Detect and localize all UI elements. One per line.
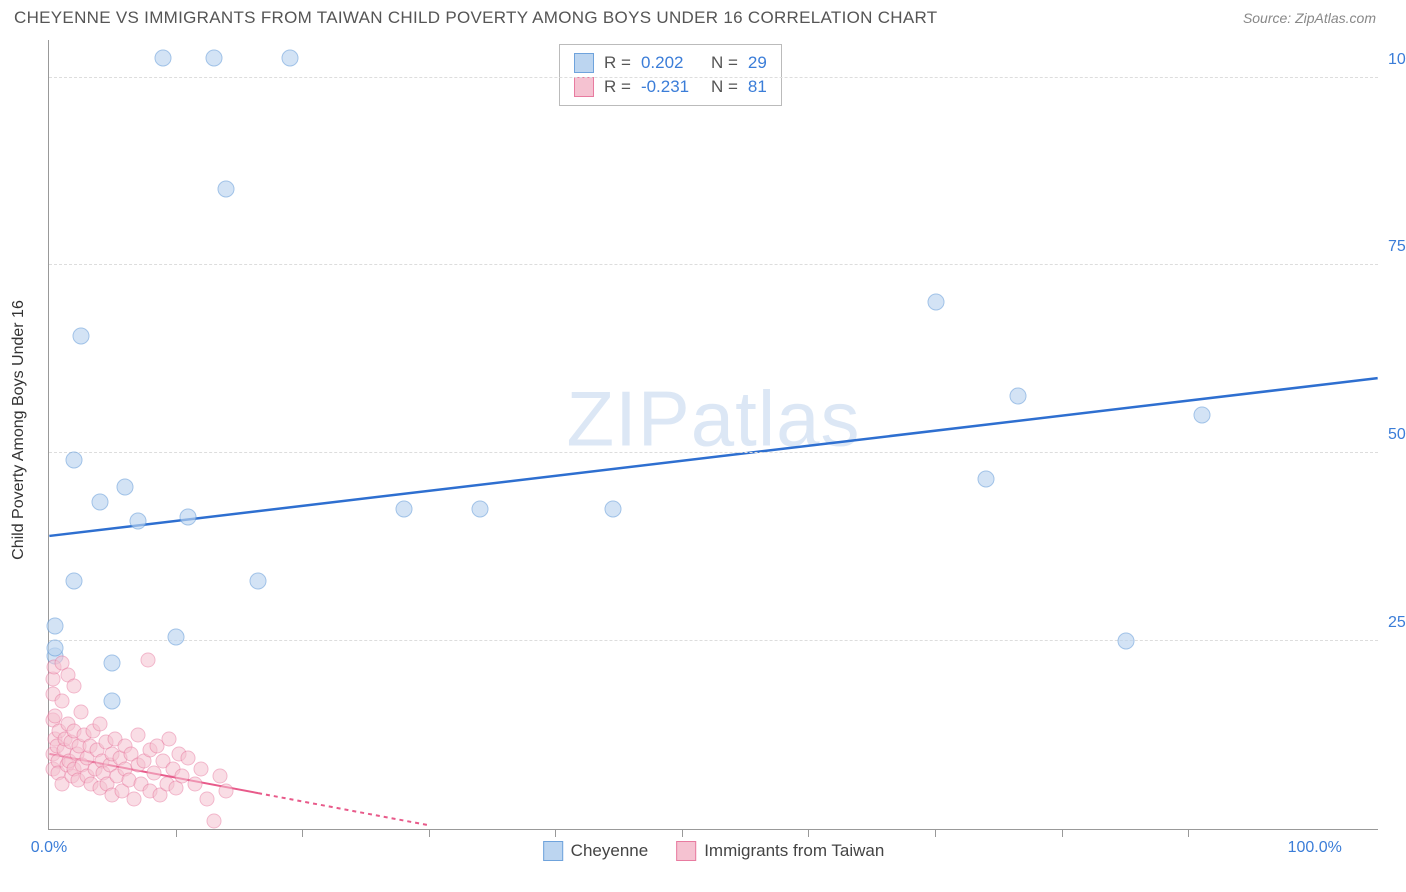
- chart-source: Source: ZipAtlas.com: [1243, 10, 1376, 26]
- legend-swatch: [543, 841, 563, 861]
- data-point: [129, 512, 146, 529]
- legend-label: Immigrants from Taiwan: [704, 841, 884, 861]
- legend-row: R = 0.202 N = 29: [574, 51, 767, 75]
- data-point: [117, 478, 134, 495]
- x-tick-minor: [1062, 829, 1063, 837]
- data-point: [66, 452, 83, 469]
- data-point: [162, 731, 177, 746]
- n-label: N =: [711, 53, 738, 73]
- chart-title: CHEYENNE VS IMMIGRANTS FROM TAIWAN CHILD…: [14, 8, 937, 28]
- data-point: [167, 629, 184, 646]
- data-point: [471, 501, 488, 518]
- r-label: R =: [604, 77, 631, 97]
- x-tick-minor: [429, 829, 430, 837]
- legend-swatch: [574, 53, 594, 73]
- x-tick-minor: [935, 829, 936, 837]
- data-point: [47, 640, 64, 657]
- r-label: R =: [604, 53, 631, 73]
- data-point: [206, 814, 221, 829]
- y-tick-label: 75.0%: [1388, 238, 1406, 256]
- legend-label: Cheyenne: [571, 841, 649, 861]
- legend-swatch: [676, 841, 696, 861]
- legend-row: R = -0.231 N = 81: [574, 75, 767, 99]
- data-point: [1193, 407, 1210, 424]
- data-point: [67, 679, 82, 694]
- data-point: [92, 716, 107, 731]
- data-point: [978, 471, 995, 488]
- data-point: [213, 769, 228, 784]
- data-point: [140, 652, 155, 667]
- x-tick-label: 0.0%: [31, 839, 67, 857]
- gridline-h: [49, 452, 1378, 453]
- data-point: [194, 761, 209, 776]
- watermark-text: ZIPatlas: [566, 373, 860, 464]
- data-point: [200, 791, 215, 806]
- data-point: [180, 508, 197, 525]
- gridline-h: [49, 77, 1378, 78]
- data-point: [218, 181, 235, 198]
- n-value: 81: [748, 77, 767, 97]
- chart-header: CHEYENNE VS IMMIGRANTS FROM TAIWAN CHILD…: [0, 0, 1406, 32]
- legend-item: Immigrants from Taiwan: [676, 841, 884, 861]
- x-tick-minor: [1188, 829, 1189, 837]
- data-point: [72, 328, 89, 345]
- gridline-h: [49, 264, 1378, 265]
- data-point: [104, 693, 121, 710]
- r-value: 0.202: [641, 53, 701, 73]
- data-point: [47, 617, 64, 634]
- data-point: [73, 705, 88, 720]
- data-point: [219, 784, 234, 799]
- trend-lines: [49, 40, 1378, 829]
- correlation-legend: R = 0.202 N = 29 R = -0.231 N = 81: [559, 44, 782, 106]
- data-point: [155, 49, 172, 66]
- data-point: [1010, 388, 1027, 405]
- n-label: N =: [711, 77, 738, 97]
- data-point: [187, 776, 202, 791]
- series-legend: Cheyenne Immigrants from Taiwan: [543, 841, 885, 861]
- data-point: [104, 655, 121, 672]
- data-point: [604, 501, 621, 518]
- x-tick-minor: [302, 829, 303, 837]
- x-tick-minor: [176, 829, 177, 837]
- x-tick-label: 100.0%: [1288, 839, 1342, 857]
- data-point: [281, 49, 298, 66]
- data-point: [54, 694, 69, 709]
- data-point: [1117, 632, 1134, 649]
- data-point: [91, 493, 108, 510]
- data-point: [126, 791, 141, 806]
- legend-item: Cheyenne: [543, 841, 649, 861]
- n-value: 29: [748, 53, 767, 73]
- gridline-h: [49, 640, 1378, 641]
- data-point: [66, 572, 83, 589]
- y-axis-label: Child Poverty Among Boys Under 16: [10, 300, 28, 560]
- data-point: [927, 294, 944, 311]
- y-tick-label: 25.0%: [1388, 614, 1406, 632]
- data-point: [130, 727, 145, 742]
- x-tick-minor: [682, 829, 683, 837]
- r-value: -0.231: [641, 77, 701, 97]
- data-point: [205, 49, 222, 66]
- x-tick-minor: [808, 829, 809, 837]
- scatter-chart: ZIPatlas R = 0.202 N = 29 R = -0.231 N =…: [48, 40, 1378, 830]
- legend-swatch: [574, 77, 594, 97]
- data-point: [395, 501, 412, 518]
- y-tick-label: 50.0%: [1388, 426, 1406, 444]
- y-tick-label: 100.0%: [1388, 51, 1406, 69]
- data-point: [250, 572, 267, 589]
- x-tick-minor: [555, 829, 556, 837]
- data-point: [181, 750, 196, 765]
